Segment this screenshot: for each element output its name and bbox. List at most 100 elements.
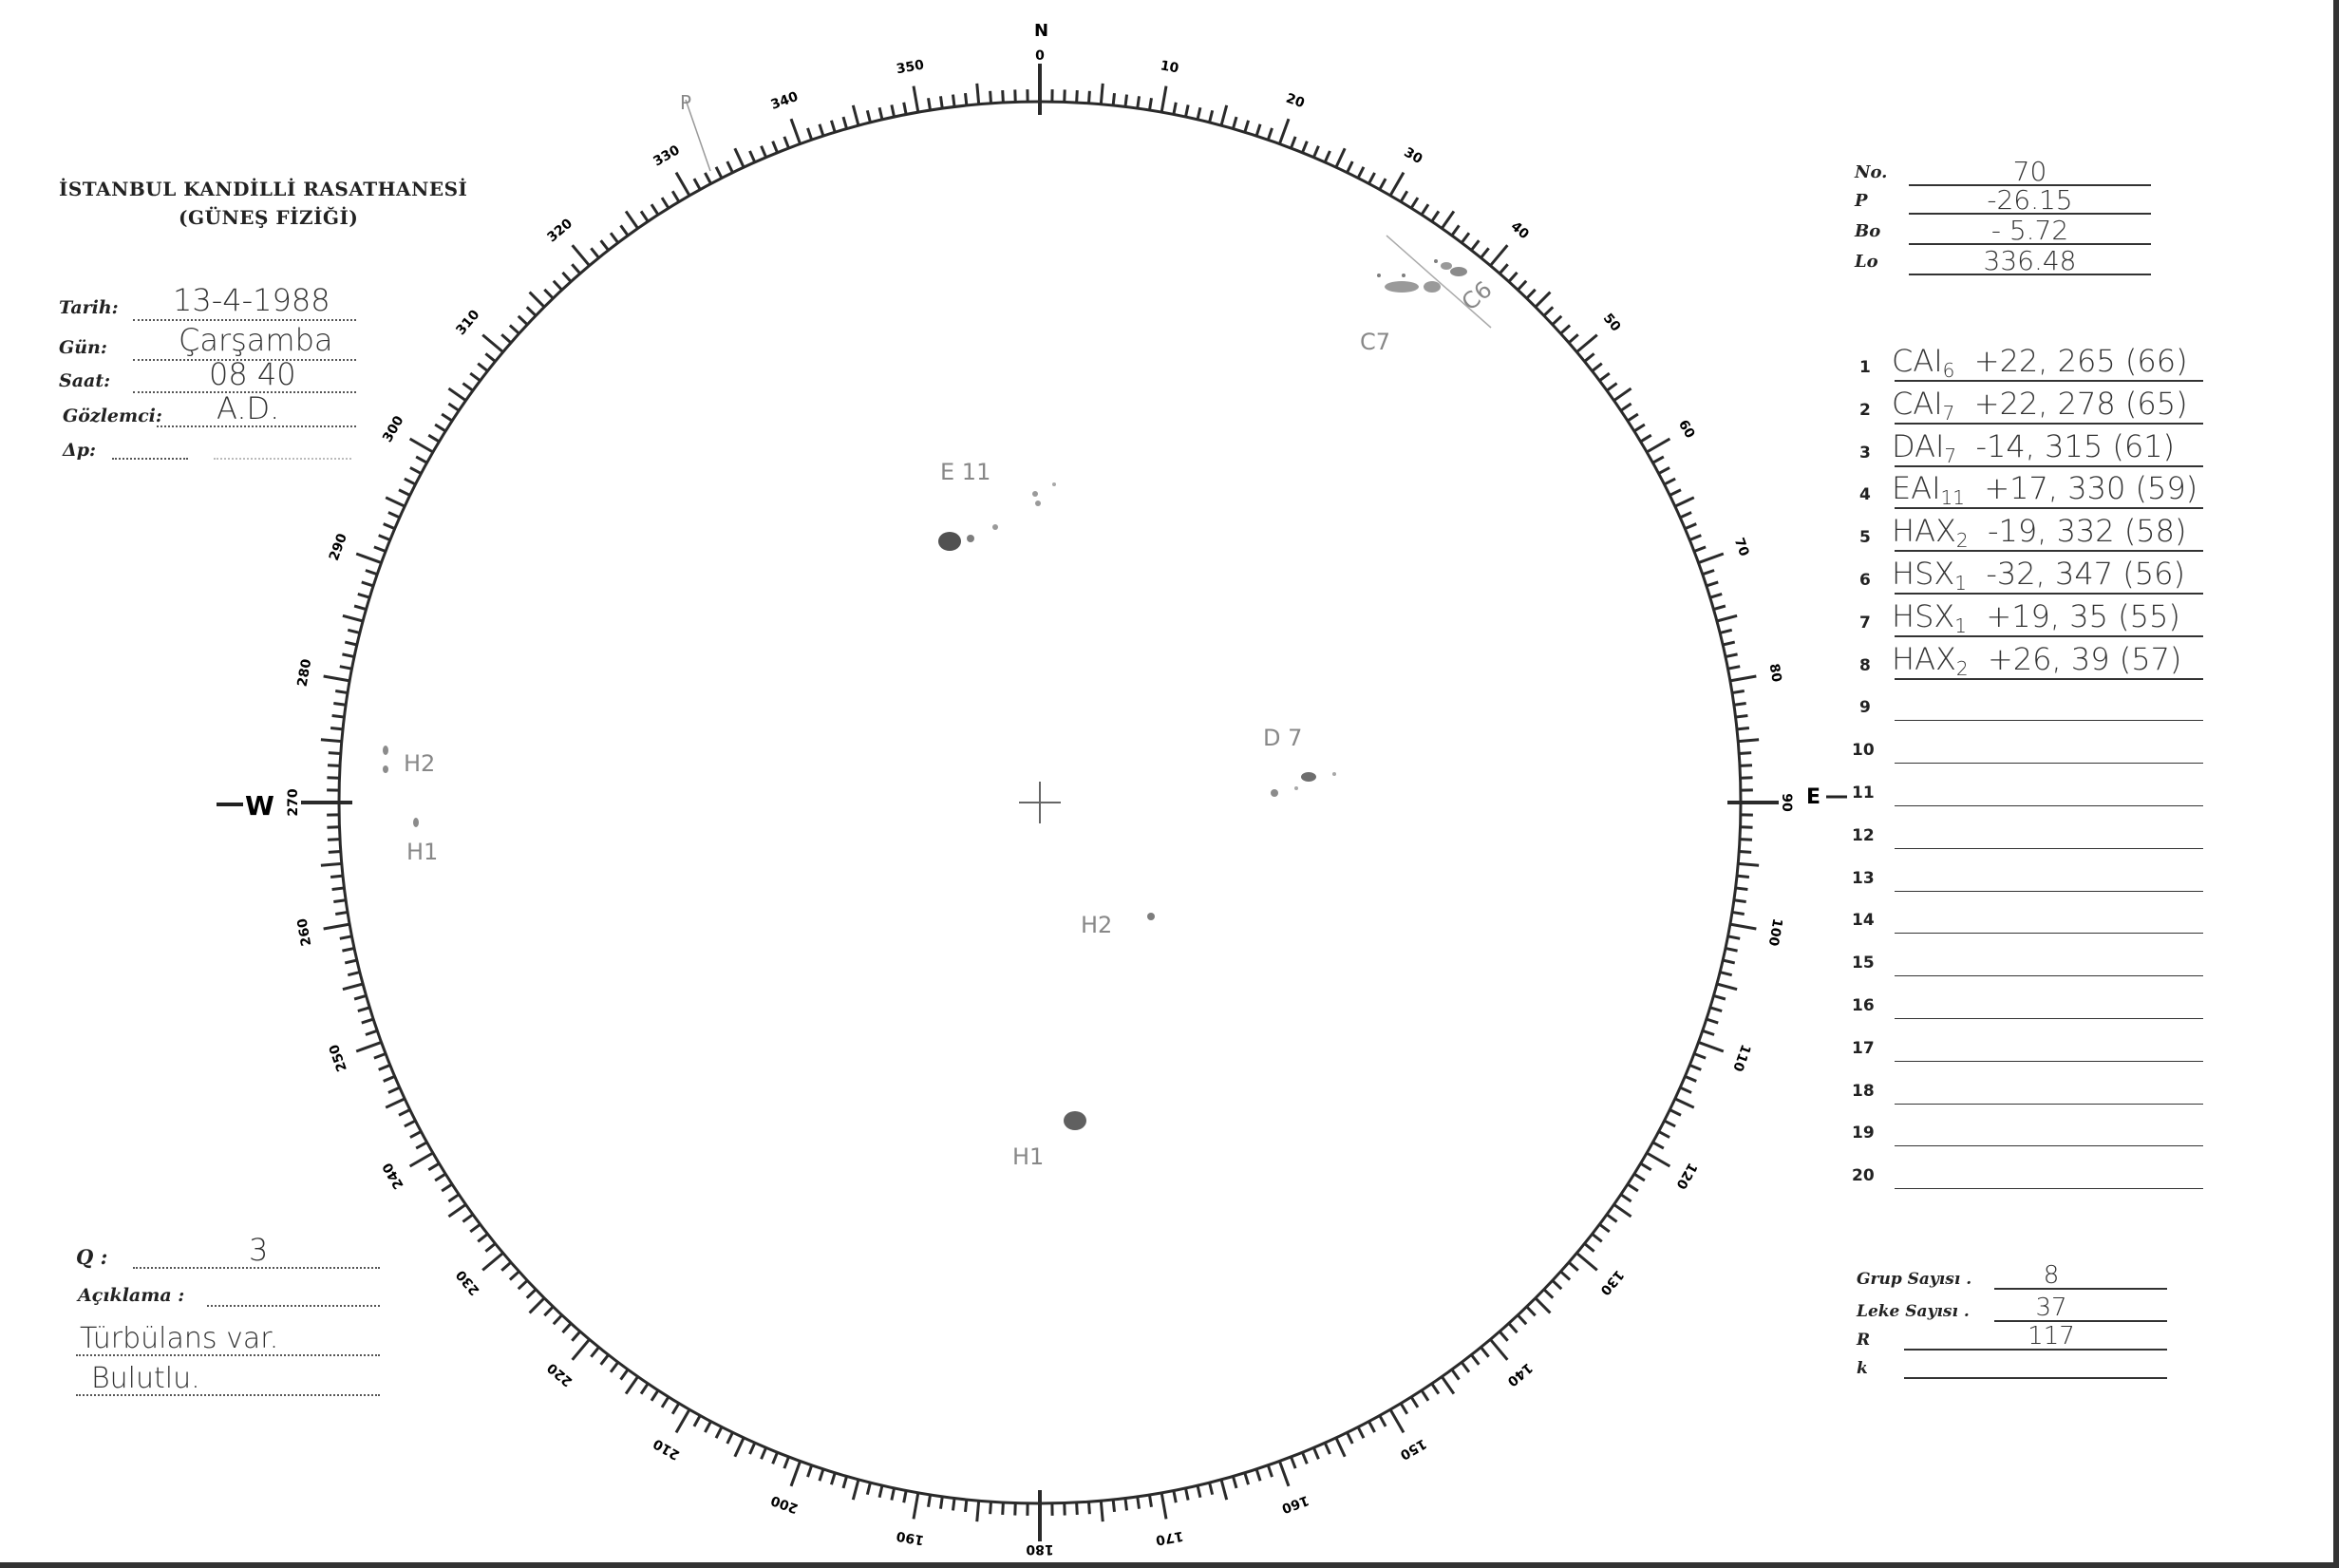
degree-tick — [1278, 118, 1291, 145]
degree-tick — [328, 751, 341, 756]
degree-tick — [469, 1222, 481, 1234]
degree-tick — [1290, 136, 1297, 149]
degree-tick — [434, 1172, 446, 1182]
degree-tick — [650, 203, 660, 216]
summary-label: k — [1857, 1359, 1868, 1378]
degree-tick — [1719, 628, 1733, 634]
degree-tick — [1254, 1468, 1262, 1482]
observatory-title: İSTANBUL KANDİLLİ RASATHANESİ — [59, 178, 468, 200]
degree-tick — [1099, 83, 1104, 104]
remark-line-2: Bulutlu. — [91, 1362, 200, 1395]
degree-tick — [1499, 263, 1509, 275]
sunspot — [1035, 501, 1041, 506]
group-position: +22, 265 — [1973, 343, 2116, 379]
group-class: HSX — [1892, 556, 1955, 592]
degree-tick — [1716, 982, 1738, 992]
group-cmd: (57) — [2119, 640, 2182, 677]
group-spot-count: 7 — [1944, 444, 1957, 467]
group-entry: HSX1 +19, 35 (55) — [1892, 597, 2180, 635]
group-class: CAI — [1892, 385, 1943, 422]
degree-tick — [347, 628, 361, 634]
degree-label: 0 — [1035, 48, 1045, 64]
degree-tick — [902, 1490, 908, 1503]
degree-tick — [1725, 652, 1738, 659]
degree-tick — [1368, 1420, 1376, 1433]
degree-tick — [378, 1064, 391, 1071]
degree-tick — [344, 640, 358, 647]
degree-tick — [1219, 104, 1229, 126]
degree-tick — [1334, 147, 1347, 168]
degree-tick — [1669, 488, 1682, 497]
degree-tick — [624, 1375, 639, 1395]
degree-tick — [1551, 314, 1563, 326]
degree-tick — [806, 127, 814, 141]
degree-tick — [1663, 1119, 1676, 1128]
group-spot-count: 2 — [1955, 656, 1969, 680]
degree-tick — [877, 1484, 884, 1499]
degree-tick — [441, 412, 453, 423]
degree-tick — [1480, 1346, 1490, 1358]
degree-tick — [1733, 701, 1746, 707]
row-number: 20 — [1852, 1166, 1875, 1186]
summary-label: R — [1857, 1331, 1871, 1350]
scan-border-bottom — [0, 1562, 2339, 1568]
observer-value: A.D. — [217, 390, 280, 426]
center-cross — [1019, 782, 1061, 823]
degree-tick — [1663, 477, 1676, 486]
degree-tick — [373, 545, 387, 553]
scan-border-right — [2333, 0, 2339, 1568]
degree-tick — [1290, 1456, 1297, 1469]
degree-label: 170 — [1154, 1528, 1184, 1548]
degree-tick — [1583, 1242, 1595, 1253]
degree-tick — [692, 178, 702, 191]
degree-tick — [1409, 1396, 1420, 1408]
degree-tick — [1716, 614, 1738, 623]
degree-tick — [1460, 232, 1471, 244]
degree-tick — [1646, 1151, 1671, 1168]
degree-tick — [851, 104, 860, 126]
degree-tick — [748, 150, 757, 163]
degree-tick — [1334, 1437, 1347, 1458]
remark-label: Açıklama : — [78, 1285, 185, 1306]
sunspot — [383, 746, 388, 755]
degree-tick — [1480, 247, 1490, 259]
group-class: HSX — [1892, 597, 1955, 634]
group-position: +26, 39 — [1987, 640, 2110, 677]
degree-tick — [1722, 640, 1736, 647]
sunspot — [1147, 913, 1155, 920]
degree-tick — [543, 288, 555, 300]
degree-tick — [650, 1389, 660, 1402]
summary-label: Leke Sayısı . — [1857, 1302, 1970, 1321]
degree-tick — [1719, 971, 1733, 977]
degree-tick — [726, 161, 734, 174]
degree-tick — [760, 1446, 768, 1460]
degree-tick — [1697, 552, 1725, 564]
degree-tick — [571, 244, 591, 267]
degree-tick — [938, 1496, 944, 1509]
degree-tick — [1470, 1353, 1481, 1366]
degree-tick — [335, 910, 349, 916]
group-spot-count: 6 — [1942, 359, 1955, 382]
degree-tick — [1450, 224, 1461, 236]
group-label: H1 — [1012, 1143, 1044, 1170]
degree-tick — [323, 674, 350, 683]
sunspot — [1064, 1111, 1086, 1130]
degree-tick — [1356, 1426, 1366, 1439]
degree-tick — [1136, 1496, 1141, 1509]
degree-tick — [1460, 1361, 1471, 1373]
group-cmd: (56) — [2122, 556, 2185, 592]
degree-tick — [1183, 1487, 1190, 1501]
degree-tick — [331, 713, 345, 719]
group-entry: CAI7 +22, 278 (65) — [1892, 385, 2188, 423]
param-label: Lo — [1855, 252, 1878, 272]
degree-tick — [1196, 1484, 1202, 1499]
degree-tick — [1147, 98, 1153, 111]
degree-tick — [462, 1213, 474, 1223]
degree-tick — [434, 423, 446, 433]
cardinal-north: N — [1034, 21, 1048, 41]
degree-tick — [660, 197, 670, 209]
degree-tick — [1123, 1498, 1129, 1511]
degree-tick — [385, 496, 406, 508]
degree-tick — [1738, 861, 1760, 867]
degree-tick — [1733, 898, 1746, 904]
